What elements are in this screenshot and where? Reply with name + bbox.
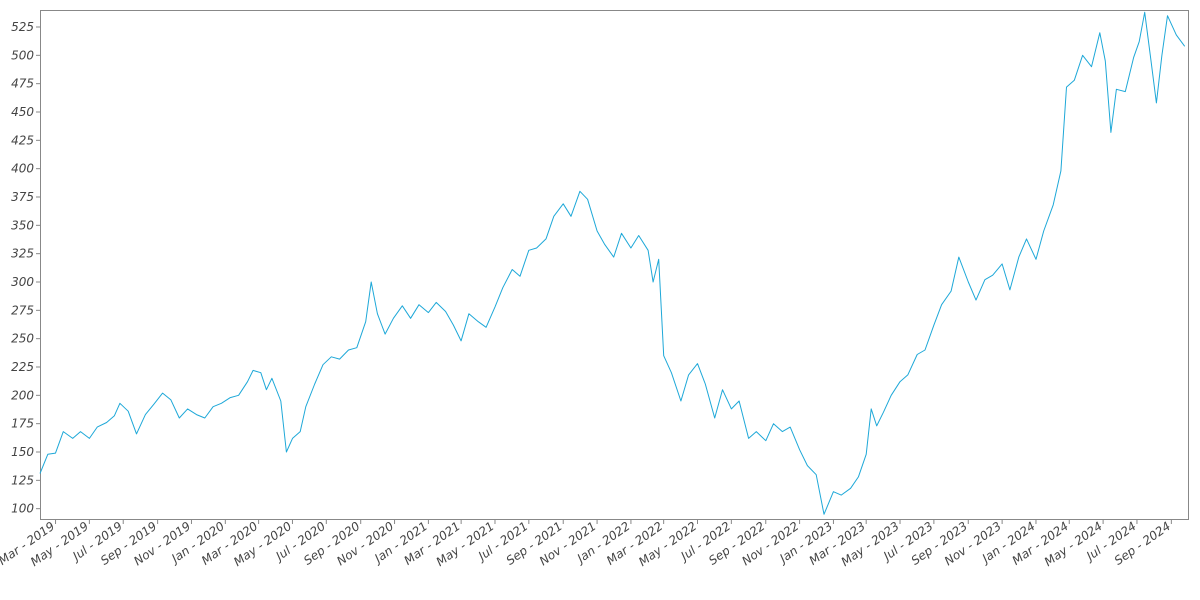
y-tick-label: 350: [11, 218, 34, 232]
y-tick-label: 325: [11, 247, 34, 261]
y-tick-label: 300: [11, 275, 34, 289]
y-tick-label: 525: [11, 20, 34, 34]
y-tick-label: 500: [11, 48, 34, 62]
y-tick-label: 175: [11, 417, 34, 431]
series-line: [39, 11, 1186, 515]
y-tick-label: 400: [11, 162, 34, 176]
y-tick-label: 450: [11, 105, 34, 119]
y-tick-label: 125: [11, 473, 34, 487]
y-axis: 100 125 150 175 200 225 250 275 300 325 350 375 400 4…: [11, 20, 40, 516]
y-tick-label: 275: [11, 303, 34, 317]
y-tick-label: 150: [11, 445, 34, 459]
y-tick-label: 425: [11, 133, 34, 147]
y-tick-label: 200: [11, 388, 34, 402]
y-tick-label: 375: [11, 190, 34, 204]
y-tick-label: 475: [11, 77, 34, 91]
y-tick-label: 250: [11, 332, 34, 346]
plot-area: [40, 10, 1189, 520]
y-tick-label: 225: [11, 360, 34, 374]
y-tick-label: 100: [11, 502, 34, 516]
